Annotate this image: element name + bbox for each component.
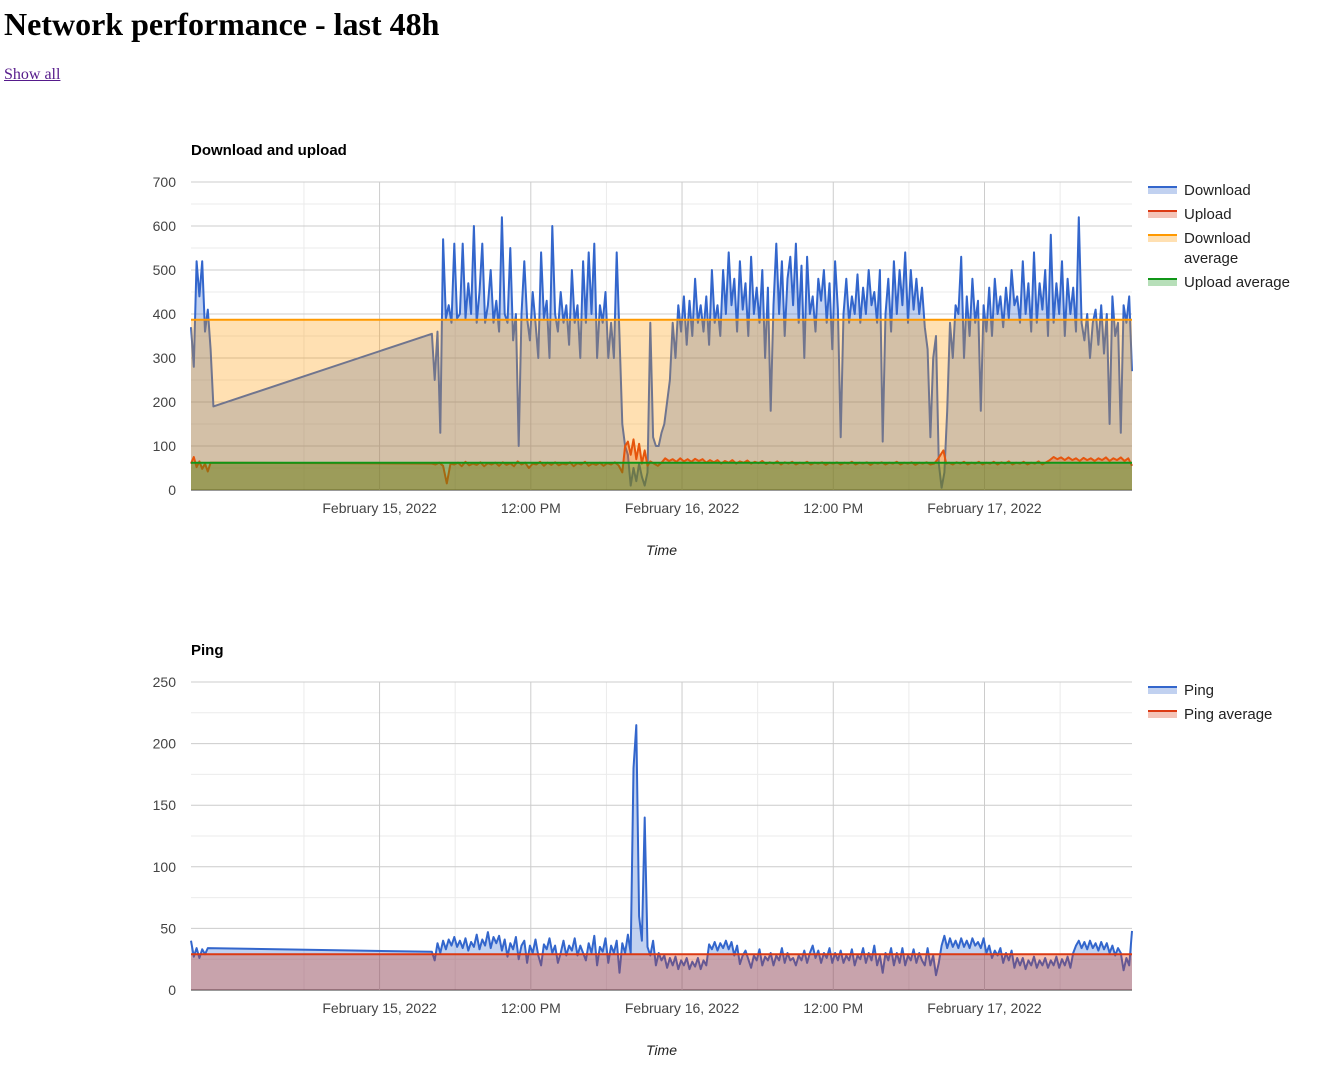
ping-area (191, 725, 1132, 990)
legend-swatch (1148, 279, 1177, 286)
ping-chart: Ping 0 50 100 150 200 250 February 15, 2022 12:0… (153, 642, 1273, 1058)
x-tick-label: 12:00 PM (803, 1000, 863, 1016)
x-tick-label: 12:00 PM (501, 500, 561, 516)
download-average-area (191, 319, 1132, 490)
upload-area (191, 439, 1132, 490)
y-tick-label: 150 (153, 797, 177, 813)
legend-swatch (1148, 235, 1177, 242)
legend-item-download[interactable]: Download (1148, 182, 1251, 199)
legend-item-ping[interactable]: Ping (1148, 682, 1214, 699)
x-tick-label: February 15, 2022 (322, 1000, 437, 1016)
ping-line (190, 724, 1133, 977)
legend-label: Ping (1184, 682, 1214, 699)
legend-swatch (1148, 711, 1177, 718)
x-tick-label: February 16, 2022 (625, 500, 740, 516)
x-axis-label: Time (646, 542, 677, 558)
legend-label: Upload average (1184, 274, 1290, 291)
legend-swatch (1148, 687, 1177, 694)
download-upload-chart: Download and upload 0 100 200 300 400 500 600 70… (153, 142, 1290, 558)
series-group (190, 216, 1133, 490)
ping-average-area (191, 954, 1132, 990)
page-title: Network performance - last 48h (4, 6, 440, 42)
y-tick-label: 700 (153, 174, 177, 190)
legend-item-download-average[interactable]: Download average (1148, 230, 1251, 267)
legend-item-ping-average[interactable]: Ping average (1148, 706, 1272, 723)
y-tick-label: 400 (153, 306, 177, 322)
legend-item-upload-average[interactable]: Upload average (1148, 274, 1290, 291)
series-group (190, 724, 1133, 990)
x-tick-label: 12:00 PM (501, 1000, 561, 1016)
x-axis-label: Time (646, 1042, 677, 1058)
legend-label: average (1184, 250, 1238, 267)
y-tick-label: 50 (160, 920, 176, 936)
legend-item-upload[interactable]: Upload (1148, 206, 1232, 223)
legend-label: Ping average (1184, 706, 1272, 723)
y-tick-label: 200 (153, 394, 177, 410)
legend-label: Download (1184, 182, 1251, 199)
y-tick-label: 600 (153, 218, 177, 234)
x-tick-label: February 16, 2022 (625, 1000, 740, 1016)
y-tick-label: 200 (153, 736, 177, 752)
y-tick-label: 300 (153, 350, 177, 366)
y-tick-label: 100 (153, 859, 177, 875)
upload-average-area (191, 462, 1132, 490)
download-line (190, 216, 1133, 489)
y-tick-label: 0 (168, 982, 176, 998)
y-tick-label: 0 (168, 482, 176, 498)
legend-label: Download (1184, 230, 1251, 247)
x-tick-label: February 17, 2022 (927, 1000, 1042, 1016)
download-area (191, 217, 1132, 490)
y-tick-label: 500 (153, 262, 177, 278)
chart-title: Download and upload (191, 142, 347, 159)
legend-swatch (1148, 187, 1177, 194)
x-tick-label: February 17, 2022 (927, 500, 1042, 516)
x-tick-label: February 15, 2022 (322, 500, 437, 516)
legend-swatch (1148, 211, 1177, 218)
show-all-link[interactable]: Show all (4, 66, 61, 83)
y-tick-label: 100 (153, 438, 177, 454)
legend-label: Upload (1184, 206, 1232, 223)
y-tick-label: 250 (153, 674, 177, 690)
chart-title: Ping (191, 642, 224, 659)
x-tick-label: 12:00 PM (803, 500, 863, 516)
